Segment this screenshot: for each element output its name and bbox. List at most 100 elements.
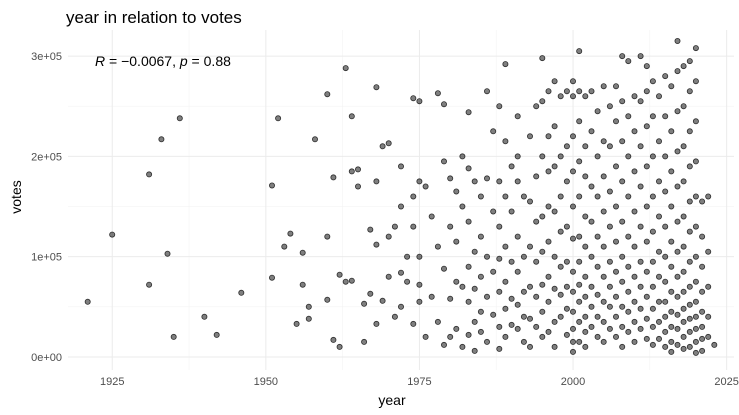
data-point bbox=[619, 138, 626, 145]
data-point bbox=[570, 133, 577, 140]
data-point bbox=[594, 233, 601, 240]
data-point bbox=[570, 288, 577, 295]
data-point bbox=[570, 78, 577, 85]
data-point bbox=[668, 168, 675, 175]
data-point bbox=[465, 331, 472, 338]
data-point bbox=[619, 98, 626, 105]
data-point bbox=[268, 274, 275, 281]
data-point bbox=[563, 258, 570, 265]
data-point bbox=[576, 281, 583, 288]
data-point bbox=[527, 343, 534, 350]
data-point bbox=[324, 91, 331, 98]
data-point bbox=[656, 93, 663, 100]
data-point bbox=[146, 281, 153, 288]
data-point bbox=[699, 263, 706, 270]
data-point bbox=[502, 138, 509, 145]
data-point bbox=[680, 318, 687, 325]
data-point bbox=[459, 283, 466, 290]
data-point bbox=[576, 338, 583, 345]
data-point bbox=[379, 297, 386, 304]
data-point bbox=[674, 148, 681, 155]
data-point bbox=[625, 288, 632, 295]
data-point bbox=[275, 115, 282, 122]
data-point bbox=[557, 263, 564, 270]
data-point bbox=[483, 175, 490, 182]
data-point bbox=[447, 333, 454, 340]
data-point bbox=[299, 249, 306, 256]
data-point bbox=[619, 303, 626, 310]
data-point bbox=[508, 163, 515, 170]
data-point bbox=[557, 153, 564, 160]
data-point bbox=[631, 128, 638, 135]
data-point bbox=[527, 133, 534, 140]
data-point bbox=[637, 305, 644, 312]
data-point bbox=[502, 305, 509, 312]
data-point bbox=[582, 328, 589, 335]
data-point bbox=[336, 271, 343, 278]
data-point bbox=[619, 253, 626, 260]
data-point bbox=[619, 278, 626, 285]
data-point bbox=[656, 273, 663, 280]
data-point bbox=[533, 258, 540, 265]
data-point bbox=[496, 345, 503, 352]
data-point bbox=[354, 183, 361, 190]
data-point bbox=[483, 338, 490, 345]
data-point bbox=[416, 98, 423, 105]
data-point bbox=[527, 315, 534, 322]
data-point bbox=[391, 223, 398, 230]
data-point bbox=[643, 63, 650, 70]
data-point bbox=[557, 93, 564, 100]
data-point bbox=[477, 193, 484, 200]
data-point bbox=[656, 213, 663, 220]
data-point bbox=[576, 258, 583, 265]
data-point bbox=[385, 233, 392, 240]
data-point bbox=[514, 268, 521, 275]
data-point bbox=[416, 253, 423, 260]
data-point bbox=[662, 278, 669, 285]
data-point bbox=[508, 321, 515, 328]
data-point bbox=[422, 183, 429, 190]
data-point bbox=[588, 283, 595, 290]
data-point bbox=[570, 308, 577, 315]
data-point bbox=[692, 193, 699, 200]
data-point bbox=[625, 233, 632, 240]
data-point bbox=[490, 208, 497, 215]
data-point bbox=[570, 268, 577, 275]
data-point bbox=[705, 248, 712, 255]
data-point bbox=[557, 193, 564, 200]
data-point bbox=[662, 328, 669, 335]
data-point bbox=[649, 341, 656, 348]
data-point bbox=[373, 84, 380, 91]
p-label: p bbox=[179, 53, 188, 69]
data-point bbox=[434, 90, 441, 97]
data-point bbox=[656, 335, 663, 342]
data-point bbox=[631, 168, 638, 175]
data-point bbox=[686, 258, 693, 265]
data-point bbox=[600, 338, 607, 345]
data-point bbox=[680, 63, 687, 70]
data-point bbox=[490, 311, 497, 318]
data-point bbox=[631, 298, 638, 305]
data-point bbox=[465, 165, 472, 172]
data-point bbox=[305, 303, 312, 310]
data-point bbox=[674, 273, 681, 280]
data-point bbox=[570, 168, 577, 175]
data-point bbox=[668, 338, 675, 345]
data-point bbox=[434, 318, 441, 325]
data-point bbox=[662, 188, 669, 195]
data-point bbox=[563, 223, 570, 230]
data-point bbox=[600, 83, 607, 90]
data-point bbox=[440, 158, 447, 165]
data-point bbox=[471, 285, 478, 292]
data-point bbox=[520, 338, 527, 345]
data-point bbox=[594, 193, 601, 200]
y-axis-label: votes bbox=[8, 180, 24, 213]
data-point bbox=[520, 288, 527, 295]
data-point bbox=[496, 255, 503, 262]
data-point bbox=[668, 323, 675, 330]
data-point bbox=[551, 123, 558, 130]
data-point bbox=[680, 268, 687, 275]
data-point bbox=[545, 298, 552, 305]
data-point bbox=[680, 103, 687, 110]
data-point bbox=[637, 258, 644, 265]
